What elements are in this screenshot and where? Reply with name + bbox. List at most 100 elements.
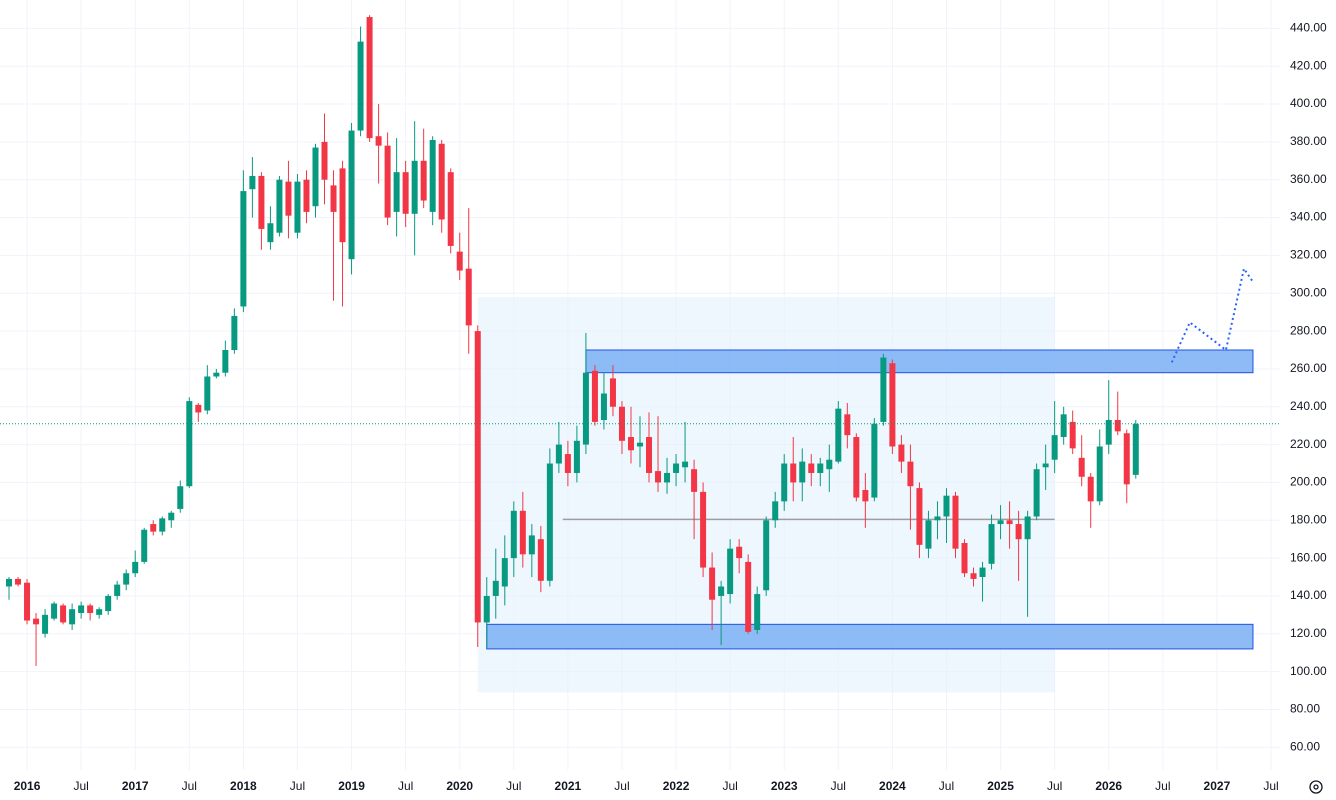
- candle-body: [745, 561, 752, 632]
- candle-body: [384, 145, 391, 218]
- candle-body: [276, 179, 283, 233]
- candle-body: [483, 595, 490, 623]
- candle-body: [510, 510, 517, 559]
- candle-body: [727, 548, 734, 595]
- y-tick-label: 300.00: [1290, 285, 1327, 299]
- candle-body: [312, 147, 319, 207]
- candle-body: [862, 490, 869, 502]
- candle-body: [934, 516, 941, 521]
- candle-body: [826, 459, 833, 470]
- y-tick-label: 360.00: [1290, 172, 1327, 186]
- candle-body: [339, 168, 346, 243]
- candle-body: [492, 580, 499, 596]
- candle-body: [1015, 524, 1022, 540]
- candle-body: [664, 472, 671, 483]
- candle-body: [348, 130, 355, 260]
- candle-body: [195, 404, 202, 413]
- candle-body: [979, 567, 986, 578]
- x-tick-label: 2022: [663, 779, 690, 793]
- candle-body: [438, 143, 445, 220]
- candle-body: [168, 512, 175, 521]
- candle-body: [1105, 420, 1112, 445]
- candle-body: [907, 461, 914, 487]
- candle-body: [808, 463, 815, 473]
- candle-body: [961, 542, 968, 574]
- x-tick-label: Jul: [939, 779, 954, 793]
- candle-body: [501, 558, 508, 587]
- y-tick-label: 380.00: [1290, 134, 1327, 148]
- candle-body: [546, 463, 553, 581]
- candle-body: [249, 175, 256, 190]
- candle-body: [240, 191, 247, 307]
- x-tick-label: 2025: [987, 779, 1014, 793]
- candle-body: [763, 520, 770, 591]
- candle-body: [78, 605, 85, 613]
- zone: [585, 349, 1254, 374]
- candle-body: [303, 179, 310, 212]
- y-tick-label: 260.00: [1290, 361, 1327, 375]
- x-tick-label: Jul: [182, 779, 197, 793]
- y-tick-label: 440.00: [1290, 21, 1327, 35]
- candle-body: [600, 393, 607, 420]
- x-tick-label: 2024: [879, 779, 906, 793]
- candle-body: [114, 584, 121, 596]
- candle-body: [6, 578, 13, 587]
- x-tick-label: 2018: [230, 779, 257, 793]
- y-tick-label: 340.00: [1290, 210, 1327, 224]
- candle-body: [655, 471, 662, 483]
- x-tick-label: Jul: [1047, 779, 1062, 793]
- candle-body: [1033, 469, 1040, 517]
- candle-body: [258, 175, 265, 229]
- candle-body: [51, 603, 58, 619]
- candle-body: [736, 546, 743, 559]
- candle-body: [186, 401, 193, 487]
- candle-body: [96, 609, 103, 615]
- candle-body: [213, 372, 220, 377]
- candle-body: [474, 331, 481, 623]
- drawings: [477, 266, 1254, 693]
- candle-body: [420, 160, 427, 201]
- candle-body: [1024, 516, 1031, 540]
- candle-body: [772, 501, 779, 521]
- y-tick-label: 200.00: [1290, 475, 1327, 489]
- candle-body: [871, 423, 878, 498]
- candle-body: [1123, 433, 1130, 485]
- x-tick-label: 2019: [338, 779, 365, 793]
- y-tick-label: 80.00: [1290, 702, 1320, 716]
- candle-body: [1132, 423, 1139, 475]
- candle-body: [916, 488, 923, 545]
- candle-body: [87, 605, 94, 613]
- candle-body: [943, 495, 950, 517]
- candle-body: [1114, 420, 1121, 432]
- candle-body: [925, 520, 932, 549]
- x-tick-label: 2023: [771, 779, 798, 793]
- y-tick-label: 100.00: [1290, 664, 1327, 678]
- candle-body: [1078, 457, 1085, 477]
- candle-body: [33, 618, 40, 625]
- candle-body: [673, 463, 680, 473]
- candle-body: [519, 510, 526, 555]
- candle-body: [691, 469, 698, 492]
- candle-body: [204, 376, 211, 411]
- candle-body: [402, 172, 409, 214]
- candle-body: [366, 17, 373, 139]
- y-tick-label: 140.00: [1290, 588, 1327, 602]
- x-tick-label: Jul: [1155, 779, 1170, 793]
- candle-body: [1060, 414, 1067, 438]
- y-tick-label: 60.00: [1290, 739, 1320, 753]
- y-tick-label: 220.00: [1290, 437, 1327, 451]
- y-tick-label: 320.00: [1290, 248, 1327, 262]
- candle-body: [781, 463, 788, 502]
- candle-body: [790, 463, 797, 483]
- y-tick-label: 420.00: [1290, 58, 1327, 72]
- candle-body: [429, 140, 436, 212]
- x-tick-label: Jul: [614, 779, 629, 793]
- candle-body: [1069, 421, 1076, 449]
- candle-body: [564, 454, 571, 473]
- settings-icon[interactable]: [1309, 780, 1323, 794]
- candle-body: [375, 136, 382, 146]
- y-tick-label: 120.00: [1290, 626, 1327, 640]
- candle-body: [537, 539, 544, 581]
- candle-body: [267, 223, 274, 243]
- x-tick-label: 2027: [1204, 779, 1231, 793]
